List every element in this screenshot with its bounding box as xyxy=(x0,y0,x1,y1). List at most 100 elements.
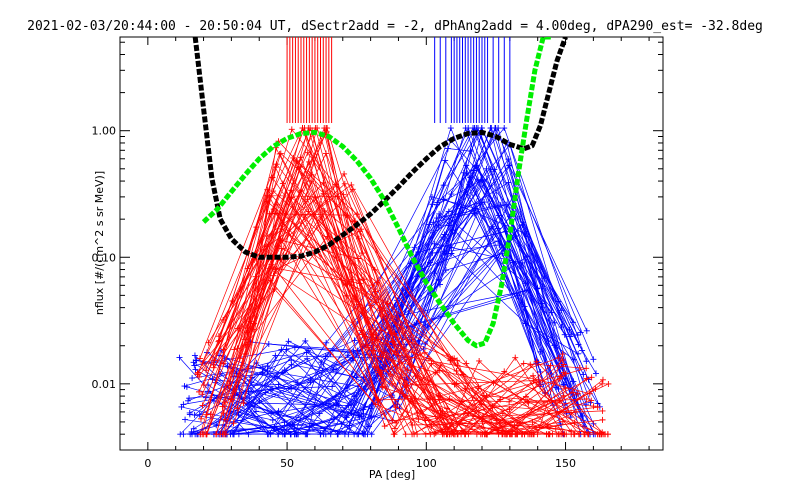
red-flux-trace xyxy=(214,126,589,435)
blue-flux-trace-point xyxy=(304,355,311,362)
red-flux-trace-point xyxy=(512,354,519,361)
blue-flux-trace-point xyxy=(283,346,290,353)
red-flux-trace-point xyxy=(449,355,456,362)
blue-flux-trace xyxy=(238,179,539,406)
red-flux-trace-point xyxy=(377,353,384,360)
red-flux-trace-point xyxy=(583,396,590,403)
red-flux-trace-point xyxy=(373,299,380,306)
red-flux-trace xyxy=(203,176,603,435)
red-flux-trace-point xyxy=(422,417,429,424)
y-tick-label: 1.00 xyxy=(92,125,117,138)
red-flux-trace-point xyxy=(234,405,241,412)
red-flux-trace xyxy=(223,198,572,433)
chart-title: 2021-02-03/20:44:00 - 20:50:04 UT, dSect… xyxy=(27,19,763,34)
red-flux-trace xyxy=(247,152,580,435)
plot-frame xyxy=(119,36,664,451)
red-flux-trace xyxy=(246,238,587,435)
x-tick-label: 0 xyxy=(144,457,151,470)
blue-flux-trace-point xyxy=(592,370,599,377)
red-flux-trace-point xyxy=(203,367,210,374)
red-flux-trace-point xyxy=(513,431,520,438)
blue-flux-trace-point xyxy=(191,411,198,418)
blue-flux-trace-point xyxy=(327,431,334,438)
blue-flux-trace-point xyxy=(190,425,197,432)
red-flux-trace-point xyxy=(570,389,577,396)
blue-flux-trace-point xyxy=(322,353,329,360)
red-flux-trace-point xyxy=(219,431,226,438)
red-flux-trace-point xyxy=(213,431,220,438)
red-flux-trace-point xyxy=(215,333,222,340)
blue-flux-trace xyxy=(206,126,589,422)
blue-flux-trace-point xyxy=(462,125,469,132)
blue-flux-trace-point xyxy=(355,412,362,419)
red-flux-trace-point xyxy=(597,431,604,438)
red-flux-trace-point xyxy=(308,171,315,178)
blue-flux-trace-point xyxy=(537,368,544,375)
red-flux-trace-point xyxy=(288,126,295,133)
blue-flux-trace-point xyxy=(285,338,292,345)
red-flux-trace-point xyxy=(278,245,285,252)
red-flux-trace-point xyxy=(334,193,341,200)
red-flux-trace-point xyxy=(196,355,203,362)
red-flux-trace-point xyxy=(527,361,534,368)
blue-flux-trace-point xyxy=(265,341,272,348)
blue-flux-trace-point xyxy=(436,210,443,217)
blue-flux-trace-point xyxy=(488,125,495,132)
blue-flux-trace-point xyxy=(343,385,350,392)
blue-flux-trace-point xyxy=(517,215,524,222)
red-flux-trace-point xyxy=(304,149,311,156)
red-flux-trace-point xyxy=(437,407,444,414)
blue-flux-trace-point xyxy=(551,342,558,349)
red-flux-trace-point xyxy=(314,125,321,132)
red-flux-trace-point xyxy=(240,400,247,407)
red-flux-trace-point xyxy=(196,388,203,395)
red-flux-trace-point xyxy=(529,418,536,425)
red-flux-trace-point xyxy=(562,385,569,392)
blue-flux-trace-point xyxy=(577,329,584,336)
red-flux-trace-point xyxy=(199,402,206,409)
pa-marker-lines xyxy=(286,37,511,124)
red-flux-trace-point xyxy=(530,372,537,379)
red-flux-trace xyxy=(236,247,567,435)
blue-flux-trace-point xyxy=(189,375,196,382)
red-flux-trace-point xyxy=(305,125,312,132)
y-tick-label: 0.10 xyxy=(92,251,117,264)
blue-flux-trace-point xyxy=(317,431,324,438)
red-flux-trace-point xyxy=(219,403,226,410)
red-flux-trace-point xyxy=(425,355,432,362)
red-flux-trace-point xyxy=(389,417,396,424)
blue-flux-trace-point xyxy=(281,419,288,426)
red-flux-trace-point xyxy=(592,385,599,392)
red-flux-trace-point xyxy=(372,401,379,408)
blue-flux-trace-point xyxy=(583,327,590,334)
red-flux-trace-point xyxy=(412,373,419,380)
red-flux-trace-point xyxy=(599,416,606,423)
green-model-curve xyxy=(201,37,552,349)
red-flux-trace-point xyxy=(198,415,205,422)
x-tick-label: 150 xyxy=(555,457,576,470)
red-flux-trace xyxy=(199,128,586,435)
red-flux-trace-point xyxy=(497,396,504,403)
blue-flux-trace-point xyxy=(187,431,194,438)
blue-flux-trace-point xyxy=(590,356,597,363)
red-flux-trace-point xyxy=(324,125,331,132)
red-flux-trace-point xyxy=(524,398,531,405)
red-flux-trace-point xyxy=(480,392,487,399)
blue-flux-trace xyxy=(215,256,566,426)
red-flux-trace-point xyxy=(572,408,579,415)
red-flux-trace-point xyxy=(230,420,237,427)
red-flux-trace-point xyxy=(476,357,483,364)
red-flux-trace-point xyxy=(574,390,581,397)
red-flux-trace-point xyxy=(279,180,286,187)
blue-flux-trace-point xyxy=(186,409,193,416)
blue-flux-trace-point xyxy=(463,170,470,177)
red-flux-trace-point xyxy=(203,431,210,438)
blue-flux-trace xyxy=(233,221,559,435)
blue-flux-trace-point xyxy=(422,340,429,347)
blue-flux-trace-point xyxy=(471,125,478,132)
red-flux-trace-point xyxy=(341,170,348,177)
red-flux-trace-point xyxy=(270,206,277,213)
blue-flux-trace-point xyxy=(566,326,573,333)
blue-flux-trace-point xyxy=(178,403,185,410)
red-flux-trace-point xyxy=(384,300,391,307)
